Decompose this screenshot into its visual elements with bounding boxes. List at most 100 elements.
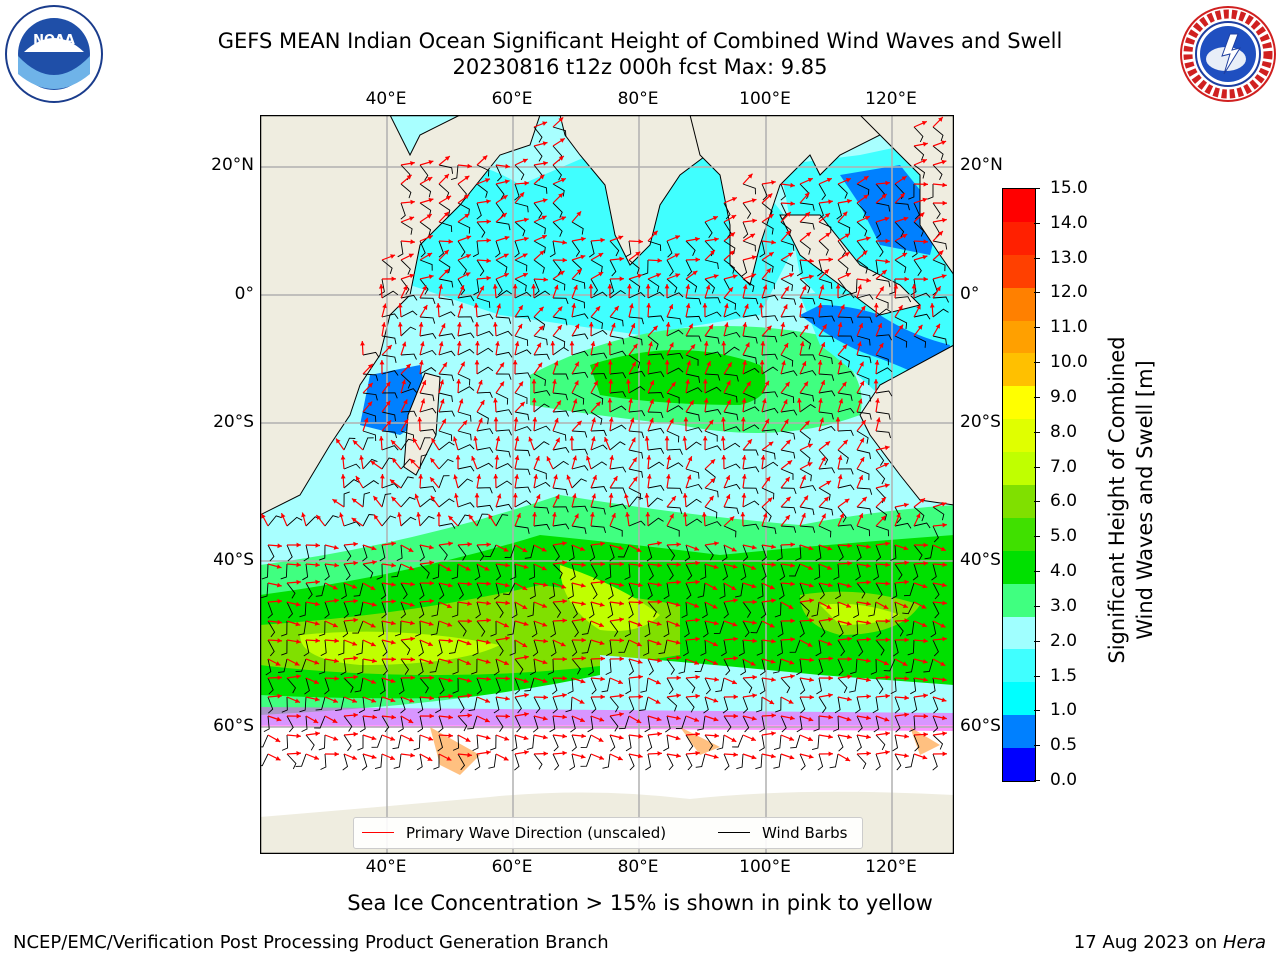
- wind-barb: [894, 240, 906, 255]
- wave-direction-arrowhead: [436, 512, 442, 517]
- wave-direction-arrowhead: [543, 161, 548, 166]
- wave-direction-arrowhead: [714, 237, 719, 242]
- wind-barb: [418, 601, 425, 619]
- wave-direction-arrowhead: [828, 714, 833, 720]
- wind-barb: [278, 658, 288, 673]
- wind-barb: [685, 753, 693, 771]
- wind-barb: [796, 658, 803, 676]
- colorbar-tick-label: 1.0: [1050, 700, 1078, 721]
- wind-barb: [476, 202, 482, 220]
- wave-direction-arrowhead: [456, 322, 462, 327]
- wave-direction-arrowhead: [581, 562, 586, 568]
- wind-barb: [894, 202, 910, 211]
- wave-direction-arrowhead: [817, 360, 823, 365]
- wave-direction-arrowhead: [480, 400, 485, 406]
- wave-direction-arrowhead: [923, 693, 928, 699]
- wave-direction-arrowhead: [695, 636, 700, 642]
- wind-barb: [666, 259, 674, 277]
- wind-barb: [552, 460, 569, 470]
- wave-direction-arrowhead: [531, 398, 537, 403]
- wave-direction-arrowhead: [656, 716, 662, 722]
- wind-barb: [495, 449, 511, 458]
- wind-barb: [647, 517, 664, 527]
- wind-barb: [932, 715, 939, 733]
- wave-direction-arrowhead: [675, 602, 681, 607]
- wave-direction-arrowhead: [828, 199, 833, 205]
- wind-barb: [628, 658, 635, 676]
- wave-direction-arrowhead: [353, 674, 358, 680]
- wind-barb: [552, 563, 563, 579]
- lon-top-label: 80°E: [617, 89, 659, 109]
- colorbar-tick-label: 15.0: [1050, 178, 1088, 198]
- wave-direction-arrowhead: [523, 236, 529, 242]
- wind-barb: [817, 658, 824, 676]
- wave-direction-arrowhead: [359, 455, 364, 460]
- wave-direction-arrowhead: [618, 235, 624, 240]
- wind-barb: [761, 366, 779, 375]
- wave-direction-arrowhead: [553, 474, 558, 480]
- wind-barb: [602, 753, 611, 769]
- wave-direction-arrowhead: [373, 496, 378, 501]
- wind-barb: [495, 278, 503, 296]
- wave-direction-arrowhead: [764, 380, 769, 386]
- wind-barb: [476, 366, 494, 375]
- wave-direction-arrowhead: [464, 194, 470, 200]
- wind-barb: [286, 715, 294, 733]
- wind-barb: [280, 563, 288, 580]
- wind-barb: [267, 696, 274, 714]
- wave-direction-arrowhead: [751, 583, 757, 589]
- wave-direction-arrowhead: [885, 581, 890, 586]
- wind-barb: [267, 620, 276, 638]
- wave-direction-arrowhead: [332, 718, 338, 723]
- wind-barb: [852, 620, 859, 637]
- wave-direction-arrowhead: [863, 194, 869, 200]
- wind-barb: [303, 639, 310, 657]
- colorbar-ticks: 15.0 14.0 13.0 12.0 11.0 10.0 9.0 8.0 7.0 6.0 5.0 4…: [1034, 178, 1096, 790]
- wave-direction-arrowhead: [761, 398, 767, 404]
- wind-barb: [419, 240, 426, 258]
- wind-barb: [609, 544, 615, 562]
- wave-direction-arrowhead: [426, 214, 432, 219]
- wind-barb: [628, 601, 634, 619]
- wind-barb: [704, 677, 711, 695]
- wind-barb: [514, 658, 524, 675]
- wave-direction-arrowhead: [495, 341, 500, 346]
- wave-direction-arrowhead: [572, 455, 577, 461]
- wave-direction-arrowhead: [799, 341, 805, 347]
- wind-barb: [700, 639, 707, 656]
- wave-direction-arrowhead: [835, 417, 841, 422]
- wind-barb: [818, 487, 831, 501]
- wind-barb: [761, 506, 772, 522]
- wind-barb: [374, 753, 383, 770]
- wind-barb: [647, 315, 665, 322]
- wind-barb: [571, 525, 587, 534]
- wave-direction-arrowhead: [695, 693, 700, 699]
- wave-direction-arrowhead: [771, 731, 776, 736]
- wave-direction-arrowhead: [752, 693, 757, 698]
- wind-barb: [875, 354, 889, 366]
- wind-barb: [552, 278, 566, 291]
- wave-direction-arrowhead: [638, 674, 643, 680]
- wave-direction-arrowhead: [401, 341, 407, 347]
- wind-barb: [337, 639, 345, 656]
- wave-direction-arrowhead: [859, 457, 865, 462]
- wave-direction-arrowhead: [429, 713, 434, 719]
- wave-direction-arrowhead: [657, 658, 662, 663]
- wave-direction-arrowhead: [740, 512, 746, 517]
- wind-barb: [894, 316, 908, 329]
- wind-barb: [723, 442, 741, 451]
- wind-barb: [894, 715, 901, 733]
- wind-barb: [666, 292, 684, 299]
- wave-direction-arrowhead: [352, 698, 357, 703]
- wave-direction-arrowhead: [822, 324, 827, 330]
- wave-direction-arrowhead: [608, 493, 614, 498]
- wind-barb: [776, 639, 783, 657]
- wave-direction-arrowhead: [713, 274, 719, 279]
- wave-direction-arrowhead: [866, 715, 871, 721]
- colorbar-label: Significant Height of Combined Wind Wave…: [1103, 335, 1163, 665]
- wave-direction-arrowhead: [441, 323, 446, 329]
- wind-barb: [647, 658, 654, 676]
- wave-direction-arrowhead: [805, 212, 810, 217]
- wave-direction-arrowhead: [542, 141, 548, 146]
- wave-direction-arrowhead: [390, 678, 396, 684]
